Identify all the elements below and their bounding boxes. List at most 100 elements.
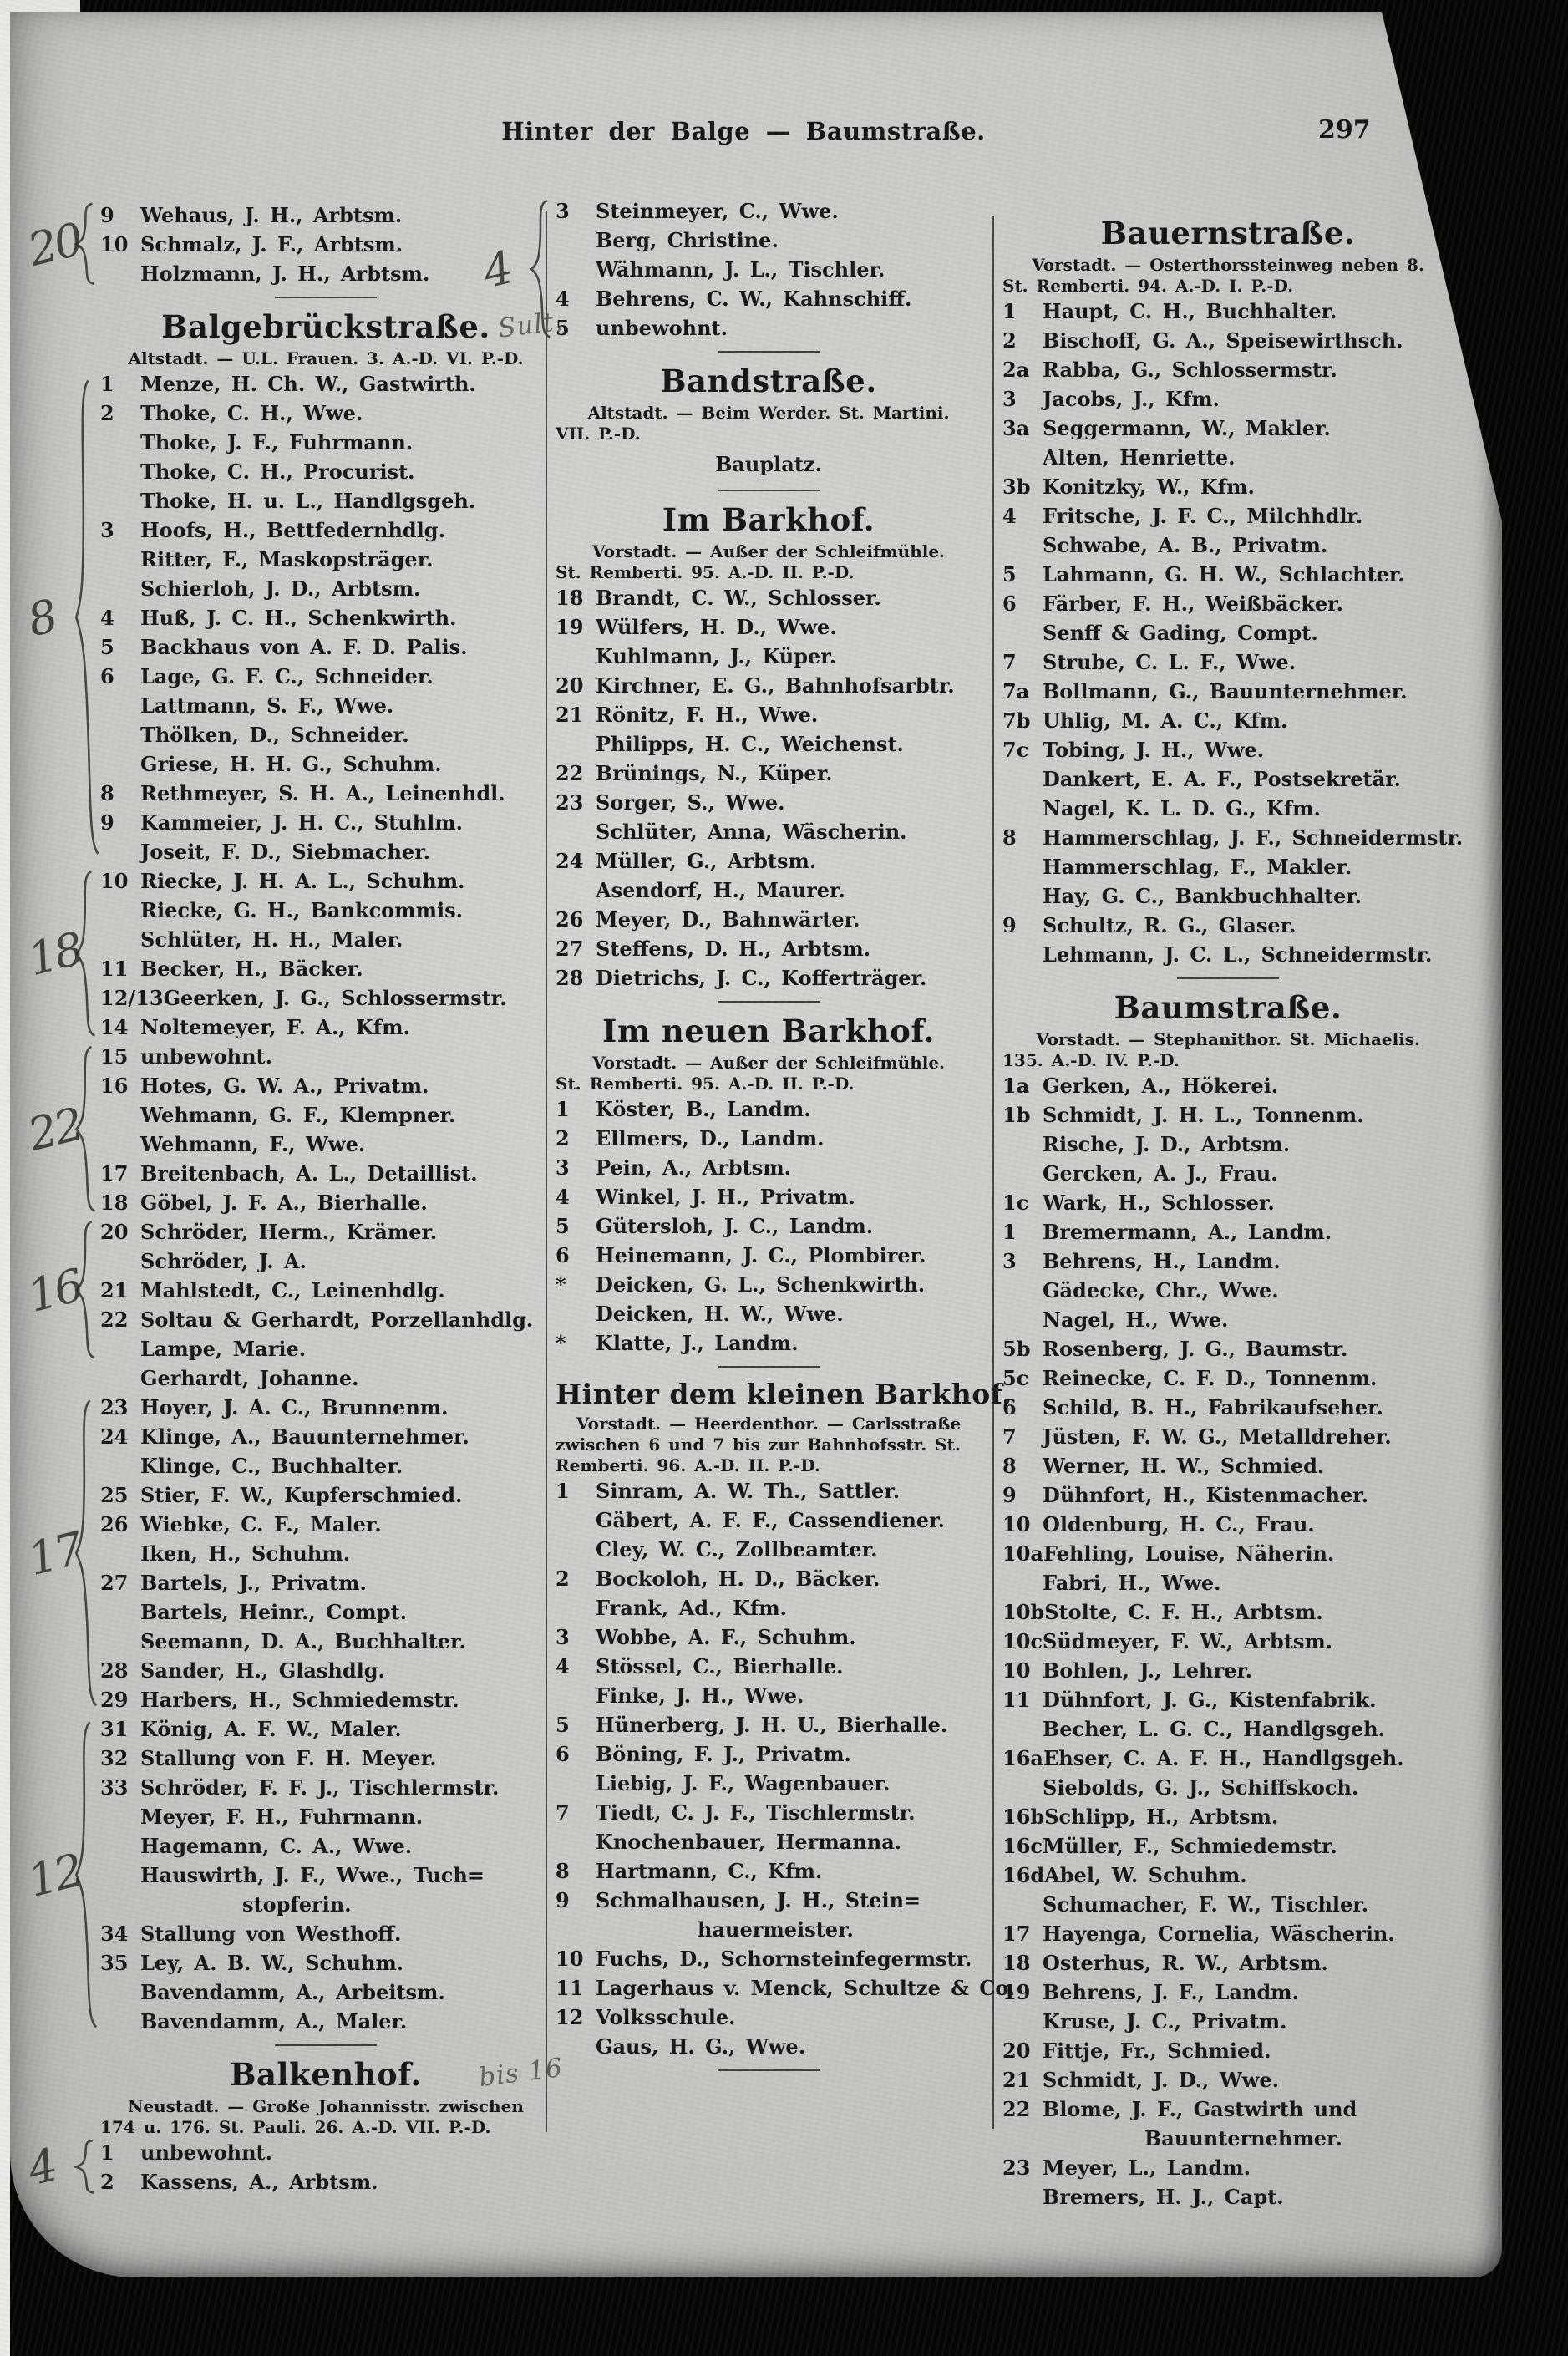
entry-row: Schlüter, H. H., Maler.	[100, 925, 551, 954]
entry-row: 20 Fittje, Fr., Schmied.	[1002, 2036, 1454, 2065]
entry-row: Wehmann, G. F., Klempner.	[100, 1100, 551, 1130]
entry-row: Asendorf, H., Maurer.	[556, 876, 982, 905]
entry-text: Stössel, C., Bierhalle.	[596, 1654, 844, 1678]
entry-row: Klinge, C., Buchhalter.	[100, 1451, 551, 1480]
entry-row: 7c Tobing, J. H., Wwe.	[1002, 735, 1454, 764]
entry-text: Wark, H., Schlosser.	[1043, 1191, 1275, 1215]
house-number: 19	[556, 615, 584, 639]
house-number: 9	[100, 810, 114, 835]
house-number: 1	[1002, 299, 1017, 323]
entry-row: 10 Oldenburg, H. C., Frau.	[1002, 1510, 1454, 1539]
entry-row: Schumacher, F. W., Tischler.	[1002, 1890, 1454, 1919]
house-number: 12	[556, 2005, 584, 2029]
house-number: 11	[1002, 1688, 1031, 1712]
entry-row: Schröder, J. A.	[100, 1247, 551, 1276]
house-number: 21	[556, 703, 584, 727]
house-number	[100, 1831, 140, 1861]
scan-left-edge	[0, 0, 10, 2356]
house-number: *	[556, 1272, 566, 1297]
house-number: 8	[556, 1859, 570, 1883]
brace-mark	[71, 2140, 97, 2195]
house-number: 10c	[1002, 1629, 1043, 1653]
house-number: 5c	[1002, 1366, 1029, 1390]
entry-row: Bauunternehmer.	[1002, 2124, 1454, 2153]
house-number: 20	[1002, 2039, 1031, 2063]
entry-row: 24 Klinge, A., Bauunternehmer.	[100, 1422, 551, 1451]
entry-text: Müller, G., Arbtsm.	[596, 849, 817, 873]
entry-row: 3a Seggermann, W., Makler.	[1002, 414, 1454, 443]
entry-text: Dühnfort, H., Kistenmacher.	[1043, 1483, 1369, 1507]
house-number: 21	[1002, 2068, 1031, 2092]
entry-text: Dietrichs, J. C., Kofferträger.	[596, 966, 927, 990]
street-heading: Hinter dem kleinen Barkhof.	[556, 1378, 1012, 1410]
house-number: 5	[100, 635, 114, 659]
entry-row: 4 Winkel, J. H., Privatm.	[556, 1182, 982, 1211]
entry-row: 6 Böning, F. J., Privatm.	[556, 1739, 982, 1769]
entry-text: Uhlig, M. A. C., Kfm.	[1043, 708, 1288, 733]
entry-row: 8 Hartmann, C., Kfm.	[556, 1856, 982, 1886]
entry-row: 31 König, A. F. W., Maler.	[100, 1714, 551, 1744]
entry-text: Seemann, D. A., Buchhalter.	[140, 1629, 466, 1653]
house-number	[556, 2032, 596, 2061]
house-number	[1002, 1890, 1043, 1919]
house-number	[1002, 940, 1043, 969]
entry-text: Bartels, Heinr., Compt.	[140, 1600, 407, 1624]
house-number: 10b	[1002, 1600, 1045, 1624]
entry-row: Hay, G. C., Bankbuchhalter.	[1002, 881, 1454, 911]
entry-text: Becker, H., Bäcker.	[140, 957, 363, 981]
entry-text: Brünings, N., Küper.	[596, 761, 833, 785]
entry-row: Nagel, H., Wwe.	[1002, 1305, 1454, 1334]
house-number: 7a	[1002, 679, 1030, 703]
house-number	[556, 1535, 596, 1564]
entry-text: Holzmann, J. H., Arbtsm.	[140, 261, 430, 286]
entry-group: 20 9 Wehaus, J. H., Arbtsm. 10 Schmalz, J. F…	[23, 201, 551, 288]
entry-text: Asendorf, H., Maurer.	[596, 878, 845, 902]
entry-text: Schmalz, J. F., Arbtsm.	[140, 232, 403, 256]
entry-row: Gercken, A. J., Frau.	[1002, 1159, 1454, 1188]
entry-row: 7a Bollmann, G., Bauunternehmer.	[1002, 677, 1454, 706]
entry-row: * Klatte, J., Landm.	[556, 1328, 982, 1358]
entry-text: Kassens, A., Arbtsm.	[140, 2170, 378, 2194]
entry-row: 2a Rabba, G., Schlossermstr.	[1002, 355, 1454, 384]
entry-row: 15 unbewohnt.	[100, 1042, 551, 1071]
street-heading: Bauernstraße.	[1100, 215, 1356, 251]
house-number	[100, 1334, 140, 1363]
entry-row: 18 Osterhus, R. W., Arbtsm.	[1002, 1948, 1454, 1978]
entry-row: 12 Volksschule.	[556, 2003, 982, 2032]
brace-mark	[67, 371, 102, 864]
entry-text: Hartmann, C., Kfm.	[596, 1859, 823, 1883]
entry-row: 28 Sander, H., Glashdlg.	[100, 1656, 551, 1685]
entry-row: 2 Thoke, C. H., Wwe.	[100, 399, 551, 428]
entry-row: 4 Stössel, C., Bierhalle.	[556, 1652, 982, 1681]
entry-text: Berg, Christine.	[596, 228, 779, 252]
entry-text: Hagemann, C. A., Wwe.	[140, 1834, 413, 1858]
entry-row: 2 Bockoloh, H. D., Bäcker.	[556, 1564, 982, 1593]
house-number	[556, 1506, 596, 1535]
entry-text: Jüsten, F. W. G., Metalldreher.	[1043, 1424, 1392, 1449]
entry-text: Deicken, G. L., Schenkwirth.	[596, 1272, 926, 1297]
house-number: 17	[1002, 1922, 1031, 1946]
house-number	[1002, 1568, 1043, 1597]
entry-row: Gaus, H. G., Wwe.	[556, 2032, 982, 2061]
entry-text: Hoyer, J. A. C., Brunnenm.	[140, 1395, 449, 1419]
entry-row: Lampe, Marie.	[100, 1334, 551, 1363]
entry-text: Hoofs, H., Bettfedernhdlg.	[140, 518, 445, 542]
district-note: Vorstadt. — Außer der Schleifmühle.	[591, 541, 946, 561]
entry-row: 1 Menze, H. Ch. W., Gastwirth.	[100, 369, 551, 399]
entry-row: 12/13 Geerken, J. G., Schlossermstr.	[100, 983, 551, 1013]
entry-text: Joseit, F. D., Siebmacher.	[140, 840, 430, 864]
house-number: 1	[556, 1479, 570, 1503]
brace-mark	[70, 868, 99, 1040]
entry-row: Nagel, K. L. D. G., Kfm.	[1002, 794, 1454, 823]
entry-row: Finke, J. H., Wwe.	[556, 1681, 982, 1710]
house-number	[556, 1681, 596, 1710]
house-number: 26	[100, 1512, 129, 1536]
entry-row: Bartels, Heinr., Compt.	[100, 1597, 551, 1627]
entry-text: Lampe, Marie.	[140, 1337, 307, 1361]
street-section: Bauernstraße. Vorstadt. — Osterthorsstein…	[1002, 215, 1463, 969]
entry-text: Lage, G. F. C., Schneider.	[140, 664, 434, 688]
house-number	[100, 574, 140, 603]
entry-text: Gerken, A., Hökerei.	[1043, 1074, 1279, 1098]
entry-text: Liebig, J. F., Wagenbauer.	[596, 1771, 891, 1795]
entry-text: Blome, J. F., Gastwirth und	[1043, 2097, 1357, 2121]
